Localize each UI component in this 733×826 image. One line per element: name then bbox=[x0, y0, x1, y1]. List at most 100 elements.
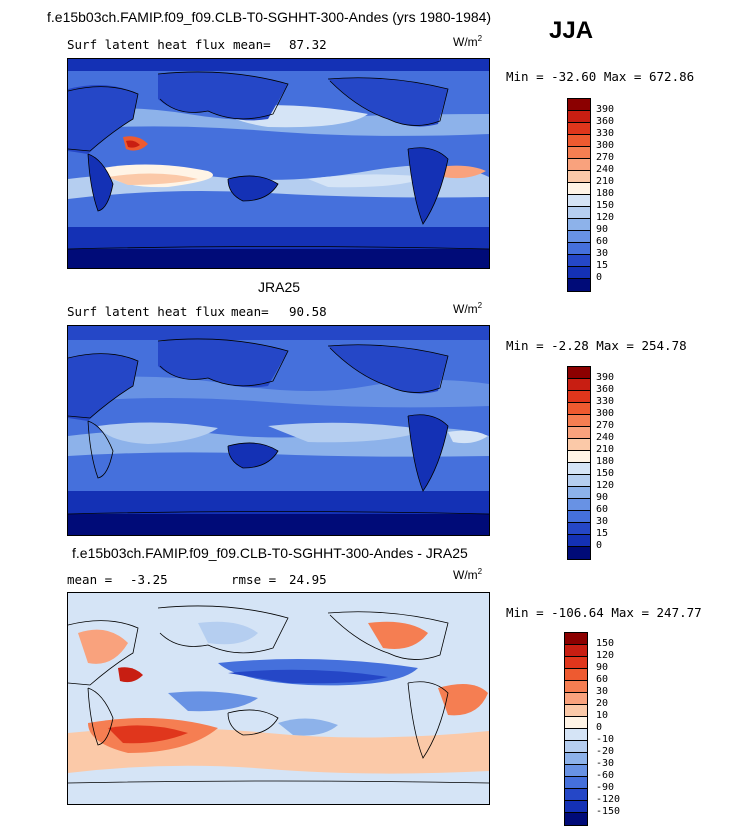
panel3-rmse-value: 24.95 bbox=[289, 572, 327, 587]
colorbar-swatch bbox=[568, 267, 590, 279]
colorbar-swatch bbox=[568, 391, 590, 403]
panel1-map bbox=[67, 58, 490, 269]
colorbar-swatch bbox=[568, 279, 590, 291]
colorbar-level-label: -20 bbox=[596, 746, 615, 757]
colorbar-swatch bbox=[568, 207, 590, 219]
colorbar-level-label: 240 bbox=[596, 164, 615, 175]
panel1-mean-label: mean= bbox=[233, 37, 271, 52]
panel3-minmax: Min = -106.64 Max = 247.77 bbox=[506, 605, 702, 620]
colorbar-level-label: 120 bbox=[596, 480, 615, 491]
colorbar-level-label: -120 bbox=[596, 794, 621, 805]
colorbar-level-label: 60 bbox=[596, 674, 609, 685]
colorbar-level-label: -90 bbox=[596, 782, 615, 793]
colorbar-swatch bbox=[568, 487, 590, 499]
panel2-map bbox=[67, 325, 490, 536]
panel3-rmse-label: rmse = bbox=[231, 572, 277, 587]
colorbar-swatch bbox=[568, 171, 590, 183]
colorbar-swatch bbox=[568, 99, 590, 111]
colorbar-level-label: 180 bbox=[596, 188, 615, 199]
colorbar-level-label: 330 bbox=[596, 128, 615, 139]
colorbar-level-label: 60 bbox=[596, 504, 609, 515]
season-label: JJA bbox=[549, 17, 594, 44]
colorbar-level-label: 150 bbox=[596, 468, 615, 479]
colorbar-level-label: 120 bbox=[596, 212, 615, 223]
colorbar-swatch bbox=[568, 439, 590, 451]
colorbar-swatch bbox=[568, 403, 590, 415]
colorbar-level-label: 0 bbox=[596, 272, 603, 283]
colorbar-level-label: 15 bbox=[596, 260, 609, 271]
colorbar-level-label: 240 bbox=[596, 432, 615, 443]
colorbar-swatch bbox=[565, 729, 587, 741]
colorbar-swatch bbox=[568, 547, 590, 559]
colorbar-swatch bbox=[568, 367, 590, 379]
colorbar-level-label: 390 bbox=[596, 372, 615, 383]
panel1-unit: W/m2 bbox=[453, 34, 483, 49]
colorbar-swatch bbox=[565, 645, 587, 657]
colorbar-swatch bbox=[568, 135, 590, 147]
run-title: f.e15b03ch.FAMIP.f09_f09.CLB-T0-SGHHT-30… bbox=[47, 9, 492, 25]
colorbar-level-label: 150 bbox=[596, 200, 615, 211]
colorbar-level-label: 0 bbox=[596, 722, 603, 733]
colorbar-level-label: 210 bbox=[596, 444, 615, 455]
panel3-mean-label: mean = bbox=[67, 572, 113, 587]
colorbar-swatch bbox=[568, 255, 590, 267]
colorbar-swatch bbox=[568, 415, 590, 427]
colorbar-level-label: 15 bbox=[596, 528, 609, 539]
panel2-unit: W/m2 bbox=[453, 301, 483, 316]
colorbar-level-label: 300 bbox=[596, 140, 615, 151]
colorbar-level-label: 90 bbox=[596, 662, 609, 673]
colorbar-swatch bbox=[568, 511, 590, 523]
colorbar-level-label: -60 bbox=[596, 770, 615, 781]
colorbar-level-label: 390 bbox=[596, 104, 615, 115]
colorbar-level-label: 20 bbox=[596, 698, 609, 709]
colorbar-level-label: -10 bbox=[596, 734, 615, 745]
colorbar-level-label: 270 bbox=[596, 152, 615, 163]
colorbar-level-label: 30 bbox=[596, 248, 609, 259]
panel3-heading: f.e15b03ch.FAMIP.f09_f09.CLB-T0-SGHHT-30… bbox=[72, 545, 468, 561]
colorbar-level-label: 360 bbox=[596, 384, 615, 395]
colorbar-level-label: 210 bbox=[596, 176, 615, 187]
colorbar-swatch bbox=[565, 681, 587, 693]
panel3-colorbar bbox=[564, 632, 588, 826]
colorbar-level-label: 0 bbox=[596, 540, 603, 551]
colorbar-swatch bbox=[568, 219, 590, 231]
colorbar-swatch bbox=[565, 801, 587, 813]
colorbar-swatch bbox=[568, 535, 590, 547]
colorbar-swatch bbox=[568, 379, 590, 391]
colorbar-swatch bbox=[568, 499, 590, 511]
panel2-minmax: Min = -2.28 Max = 254.78 bbox=[506, 338, 687, 353]
colorbar-swatch bbox=[568, 195, 590, 207]
colorbar-level-label: 120 bbox=[596, 650, 615, 661]
colorbar-level-label: 360 bbox=[596, 116, 615, 127]
colorbar-swatch bbox=[565, 633, 587, 645]
colorbar-swatch bbox=[568, 427, 590, 439]
colorbar-swatch bbox=[568, 523, 590, 535]
colorbar-level-label: 300 bbox=[596, 408, 615, 419]
colorbar-swatch bbox=[568, 147, 590, 159]
colorbar-level-label: 90 bbox=[596, 224, 609, 235]
panel2-heading: JRA25 bbox=[258, 279, 301, 295]
colorbar-swatch bbox=[568, 231, 590, 243]
colorbar-swatch bbox=[565, 669, 587, 681]
colorbar-swatch bbox=[565, 753, 587, 765]
panel2-colorbar bbox=[567, 366, 591, 560]
panel1-mean-value: 87.32 bbox=[289, 37, 327, 52]
colorbar-level-label: 60 bbox=[596, 236, 609, 247]
colorbar-swatch bbox=[565, 657, 587, 669]
panel3-map bbox=[67, 592, 490, 805]
colorbar-swatch bbox=[568, 475, 590, 487]
colorbar-swatch bbox=[565, 777, 587, 789]
colorbar-level-label: 180 bbox=[596, 456, 615, 467]
colorbar-swatch bbox=[568, 111, 590, 123]
panel3-unit: W/m2 bbox=[453, 567, 483, 582]
panel1-minmax: Min = -32.60 Max = 672.86 bbox=[506, 69, 695, 84]
colorbar-swatch bbox=[565, 765, 587, 777]
colorbar-swatch bbox=[565, 717, 587, 729]
colorbar-swatch bbox=[568, 451, 590, 463]
colorbar-level-label: 150 bbox=[596, 638, 615, 649]
panel1-field-name: Surf latent heat flux bbox=[67, 37, 226, 52]
panel2-mean-value: 90.58 bbox=[289, 304, 327, 319]
colorbar-level-label: 30 bbox=[596, 516, 609, 527]
colorbar-level-label: 270 bbox=[596, 420, 615, 431]
colorbar-swatch bbox=[565, 705, 587, 717]
